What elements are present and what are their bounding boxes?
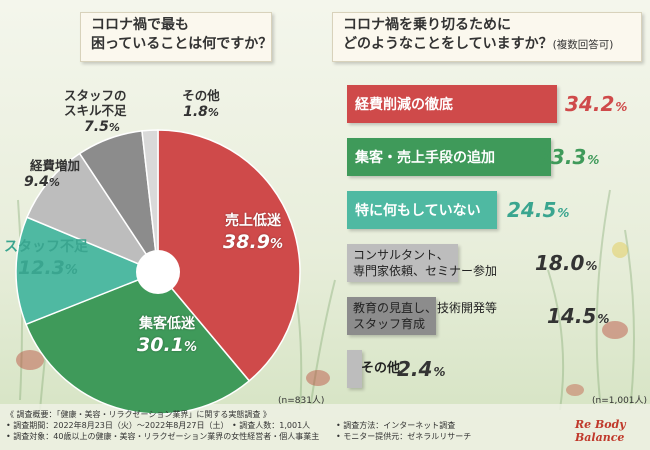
bar-label-customer-means: 集客・売上手段の追加 [355,150,495,166]
bar-value-other-dec: .4 [410,357,433,381]
pie-value-customer-decline-int: 30 [137,334,164,356]
bar-value-staff-training-pct: % [597,312,610,326]
bar-label-consultant-2: 専門家依頼、セミナー参加 [353,264,498,278]
pie-value-other-int: 1 [183,104,193,120]
pie-value-sales-decline-dec: .9 [249,231,270,253]
bar-value-consultant-int: 18 [535,251,563,275]
bar-value-other-int: 2 [397,357,411,381]
pie-label-staff-shortage: スタッフ不足 12.3% [4,238,104,283]
pie-value-staff-skill-pct: % [108,121,120,134]
pie-label-customer-decline: 集客低迷 30.1% [122,315,212,360]
right-question-title: コロナ禍を乗り切るために どのようなことをしていますか？(複数回答可) [332,12,642,62]
pie-value-staff-shortage-dec: .3 [44,257,65,279]
pie-value-expense-increase-pct: % [48,176,60,189]
survey-method: • 調査方法：インターネット調査 [336,421,456,430]
right-title-note: (複数回答可) [552,39,614,51]
bar-customer-means [347,138,552,176]
bar-value-cost-cutting-int: 34 [565,92,593,116]
left-title-line1: コロナ禍で最も [91,17,189,33]
bar-value-staff-training: 14.5% [547,297,609,335]
bar-value-cost-cutting-pct: % [615,100,628,114]
bar-value-consultant-dec: .0 [562,251,585,275]
bar-label-nothing: 特に何もしていない [355,203,481,219]
pie-value-staff-shortage-int: 12 [18,257,45,279]
bar-label-other: その他 [361,361,401,376]
bar-value-consultant-pct: % [585,259,598,273]
survey-heading: 《 調査概要：「健康・美容・リラクゼーション業界」に関する実態調査 》 [6,410,271,419]
pie-value-expense-increase-dec: .4 [33,174,49,190]
bar-value-nothing: 24.5% [507,191,569,229]
pie-value-customer-decline-dec: .1 [163,334,184,356]
left-title-line2: 困っていることは何ですか？ [91,36,273,52]
bar-value-consultant: 18.0% [535,244,597,282]
pie-name-expense-increase: 経費増加 [29,158,80,173]
pie-slice-customer-decline [24,271,251,415]
pie-value-other-dec: .8 [192,104,208,120]
pie-value-staff-skill-dec: .5 [93,119,109,135]
bar-value-customer-means: 33.3% [537,138,599,176]
pie-name-staff-skill-2: スキル不足 [64,103,127,118]
brand-logo: Re Body Balance [575,418,626,444]
bar-label-consultant-1: コンサルタント、 [353,248,449,262]
bar-value-cost-cutting: 34.2% [565,85,627,123]
bar-value-nothing-int: 24 [507,198,535,222]
bar-sample-size: (n=1,001人) [592,396,648,406]
right-title-line2: どのようなことをしていますか？ [343,36,553,52]
pie-slice-expense-increase [25,152,160,274]
bar-value-customer-means-int: 33 [537,145,565,169]
bar-consultant [347,244,458,282]
pie-value-expense-increase-int: 9 [24,174,34,190]
bar-other [347,350,362,388]
pie-slice-staff-shortage [15,216,160,326]
survey-provider: • モニター提供元：ゼネラルリサーチ [336,432,472,441]
bar-cost-cutting [347,85,557,123]
survey-period: • 調査期間：2022年8月23日（火）～2022年8月27日（土） [6,421,229,430]
survey-target: • 調査対象：40歳以上の健康・美容・リラクゼーション業界の女性経営者・個人事業… [6,432,320,441]
bar-label-consultant: コンサルタント、専門家依頼、セミナー参加 [353,244,497,282]
bar-value-other-pct: % [433,365,446,379]
bar-value-staff-training-dec: .5 [574,304,597,328]
bar-label-cost-cutting: 経費削減の徹底 [355,97,453,113]
pie-name-staff-shortage: スタッフ不足 [4,239,88,255]
pie-label-other: その他 1.8% [176,88,226,122]
pie-name-sales-decline: 売上低迷 [225,213,281,229]
bar-label-staff-training-1: 教育の見直し、技術開発等 [353,301,498,315]
pie-value-sales-decline-int: 38 [223,231,250,253]
pie-value-other-pct: % [207,106,219,119]
bar-value-cost-cutting-dec: .2 [592,92,615,116]
pie-label-staff-skill: スタッフの スキル不足 7.5% [64,88,144,137]
survey-respondents: • 調査人数：1,001人 [232,421,311,430]
pie-slice-other [141,129,159,273]
bar-label-staff-training: 教育の見直し、技術開発等 スタッフ育成 [353,297,497,335]
pie-name-staff-skill-1: スタッフの [64,88,127,103]
bar-value-customer-means-dec: .3 [564,145,587,169]
bar-nothing [347,191,498,229]
pie-value-staff-skill-int: 7 [84,119,94,135]
bar-value-nothing-dec: .5 [534,198,557,222]
pie-center-hole [136,250,180,294]
bar-value-nothing-pct: % [557,206,570,220]
pie-label-sales-decline: 売上低迷 38.9% [208,212,298,257]
bar-staff-training [347,297,437,335]
pie-name-other: その他 [182,88,220,103]
bar-value-other: 2.4% [397,350,445,388]
pie-value-staff-shortage-pct: % [64,263,78,278]
pie-sample-size: (n=831人) [278,396,325,406]
right-title-line1: コロナ禍を乗り切るために [343,17,511,33]
pie-slice-sales-decline [157,129,301,382]
bar-label-staff-training-2: スタッフ育成 [353,317,426,331]
pie-value-sales-decline-pct: % [269,237,283,252]
pie-name-customer-decline: 集客低迷 [139,316,195,332]
bar-value-customer-means-pct: % [587,153,600,167]
left-question-title: コロナ禍で最も 困っていることは何ですか？ [80,12,272,62]
pie-label-expense-increase: 経費増加 9.4% [20,158,90,192]
pie-value-customer-decline-pct: % [183,340,197,355]
bar-value-staff-training-int: 14 [547,304,575,328]
